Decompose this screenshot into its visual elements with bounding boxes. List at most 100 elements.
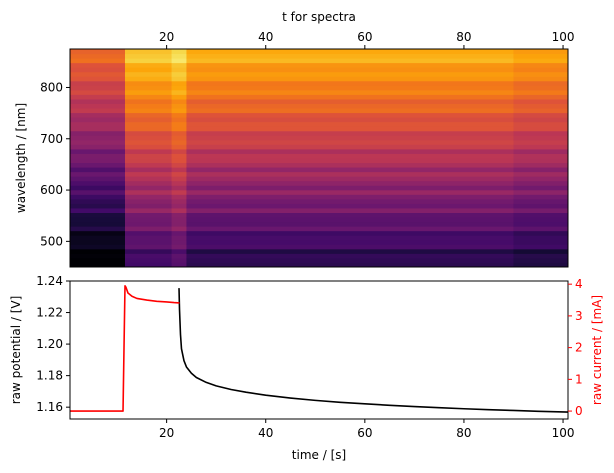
- heatmap-cell: [70, 244, 126, 250]
- heatmap-x-tick-label: 40: [258, 30, 273, 44]
- heatmap-cell: [171, 176, 187, 182]
- heatmap-cell: [171, 112, 187, 118]
- heatmap-cell: [70, 89, 126, 95]
- heatmap-cell: [125, 71, 173, 77]
- heatmap-cell: [70, 167, 126, 173]
- heatmap-cell: [70, 180, 126, 186]
- heatmap-cell: [186, 112, 514, 118]
- heatmap-cell: [70, 98, 126, 104]
- heatmap-cell: [171, 221, 187, 227]
- heatmap-cell: [513, 203, 568, 209]
- line-x-tick-label: 100: [552, 426, 575, 440]
- heatmap-cell: [171, 67, 187, 73]
- heatmap-cell: [70, 217, 126, 223]
- heatmap-cell: [125, 180, 173, 186]
- line-y-tick-label: 1.22: [36, 306, 63, 320]
- heatmap-cell: [513, 94, 568, 100]
- heatmap-cell: [513, 167, 568, 173]
- heatmap-cell: [186, 94, 514, 100]
- heatmap-cell: [171, 235, 187, 241]
- heatmap-cell: [125, 112, 173, 118]
- heatmap-cell: [70, 49, 126, 55]
- heatmap-cell: [186, 226, 514, 232]
- heatmap-cell: [513, 198, 568, 204]
- heatmap-cell: [171, 71, 187, 77]
- heatmap-cell: [513, 139, 568, 145]
- heatmap-cell: [513, 162, 568, 168]
- heatmap-cell: [125, 207, 173, 213]
- heatmap-cell: [125, 98, 173, 104]
- heatmap-cell: [186, 58, 514, 64]
- heatmap-cell: [70, 189, 126, 195]
- heatmap-cell: [186, 126, 514, 132]
- heatmap-cell: [186, 148, 514, 154]
- heatmap-cell: [125, 158, 173, 164]
- heatmap-cell: [186, 194, 514, 200]
- heatmap-cell: [125, 62, 173, 68]
- heatmap-cell: [125, 148, 173, 154]
- heatmap-cell: [171, 253, 187, 259]
- heatmap-cell: [125, 85, 173, 91]
- heatmap-cell: [125, 76, 173, 82]
- heatmap-cell: [513, 148, 568, 154]
- heatmap-cell: [171, 144, 187, 150]
- line-x-ticks: 20 40 60 80 100: [159, 419, 575, 440]
- heatmap-cell: [513, 176, 568, 182]
- heatmap-cell: [171, 148, 187, 154]
- heatmap-cell: [70, 207, 126, 213]
- heatmap-cell: [125, 185, 173, 191]
- heatmap-cell: [513, 89, 568, 95]
- heatmap-cell: [70, 162, 126, 168]
- heatmap-cell: [513, 67, 568, 73]
- heatmap-cell: [171, 135, 187, 141]
- heatmap-cell: [125, 221, 173, 227]
- heatmap-cell: [171, 126, 187, 132]
- heatmap-cell: [70, 76, 126, 82]
- heatmap-cell: [171, 58, 187, 64]
- heatmap-x-tick-label: 100: [552, 30, 575, 44]
- heatmap-cell: [125, 94, 173, 100]
- heatmap-cell: [171, 230, 187, 236]
- heatmap-cell: [186, 257, 514, 263]
- heatmap-cell: [171, 130, 187, 136]
- heatmap-cell: [186, 176, 514, 182]
- heatmap-cell: [186, 203, 514, 209]
- heatmap-cell: [513, 248, 568, 254]
- line-x-tick-label: 60: [357, 426, 372, 440]
- heatmap-cell: [186, 139, 514, 145]
- heatmap-cell: [171, 85, 187, 91]
- line-x-tick-label: 40: [258, 426, 273, 440]
- heatmap-cell: [186, 103, 514, 109]
- heatmap-cell: [125, 212, 173, 218]
- heatmap-cell: [186, 62, 514, 68]
- heatmap-cell: [125, 239, 173, 245]
- heatmap-cell: [513, 103, 568, 109]
- heatmap-cell: [186, 135, 514, 141]
- heatmap-cell: [70, 230, 126, 236]
- heatmap-cell: [70, 153, 126, 159]
- heatmap-cell: [125, 153, 173, 159]
- heatmap-cell: [186, 217, 514, 223]
- heatmap-cell: [171, 49, 187, 55]
- heatmap-cell: [125, 262, 173, 267]
- heatmap-cell: [125, 194, 173, 200]
- heatmap-cell: [171, 121, 187, 127]
- heatmap-cell: [186, 167, 514, 173]
- heatmap-cell: [125, 230, 173, 236]
- heatmap-cell: [186, 98, 514, 104]
- heatmap-cell: [70, 148, 126, 154]
- heatmap-cell: [70, 71, 126, 77]
- heatmap-cell: [171, 185, 187, 191]
- heatmap-x-axis-label: t for spectra: [282, 10, 356, 24]
- heatmap-x-ticks: 20 40 60 80 100: [159, 30, 575, 49]
- heatmap-cell: [70, 62, 126, 68]
- heatmap-cell: [171, 98, 187, 104]
- heatmap-cell: [125, 176, 173, 182]
- heatmap-cell: [513, 257, 568, 263]
- heatmap-cell: [513, 235, 568, 241]
- heatmap-cell: [125, 244, 173, 250]
- heatmap-cell: [171, 171, 187, 177]
- heatmap-cell: [171, 94, 187, 100]
- heatmap-cell: [186, 221, 514, 227]
